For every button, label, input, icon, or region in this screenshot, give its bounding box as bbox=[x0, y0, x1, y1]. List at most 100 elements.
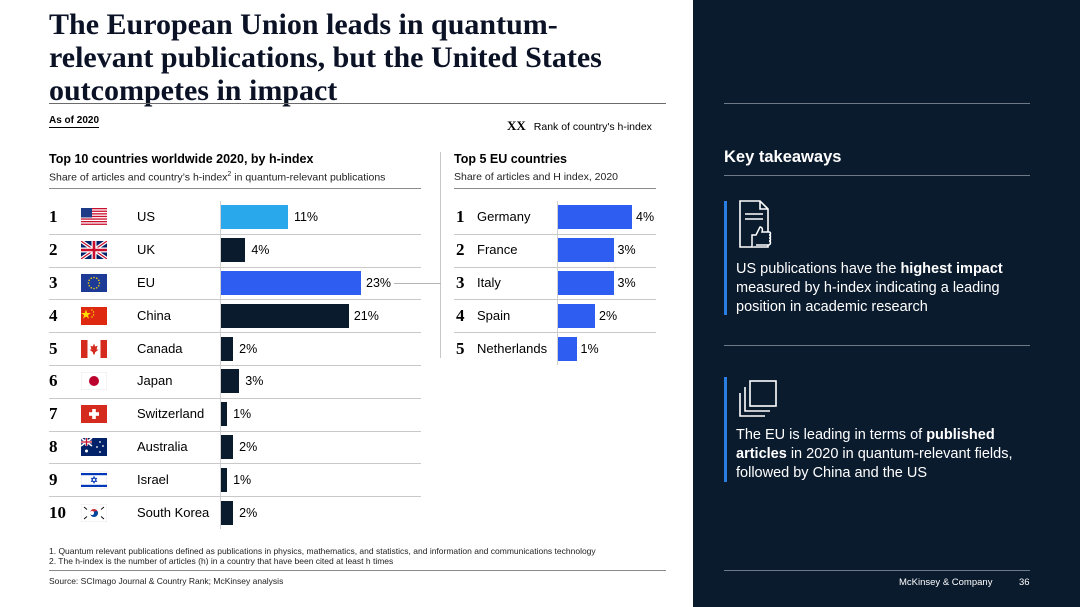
eu-row-divider bbox=[454, 233, 656, 235]
takeaway-2-pre: The EU is leading in terms of bbox=[736, 427, 927, 443]
eu-country-germany: Germany bbox=[477, 209, 531, 225]
rank-japan: 6 bbox=[49, 371, 58, 391]
takeaway-1-pre: US publications have the bbox=[736, 261, 901, 277]
eu-country-france: France bbox=[477, 242, 518, 258]
chart-divider bbox=[440, 152, 441, 358]
eu-rank-netherlands: 5 bbox=[456, 338, 465, 358]
footer-rule bbox=[49, 570, 666, 571]
eu-rank-germany: 1 bbox=[456, 207, 465, 227]
eu-rank-italy: 3 bbox=[456, 273, 465, 292]
rank-key-label: Rank of country's h-index bbox=[533, 121, 652, 133]
rank-eu: 3 bbox=[49, 273, 58, 292]
takeaway-2-accent bbox=[724, 377, 727, 482]
left-desc-footnote-ref: 2 bbox=[227, 171, 232, 178]
country-south-korea: South Korea bbox=[137, 504, 210, 520]
value-label-us: 11% bbox=[293, 210, 319, 225]
row-divider bbox=[49, 266, 421, 268]
footnote-1: 1. Quantum relevant publications defined… bbox=[49, 546, 596, 556]
brand-footer: McKinsey & Company bbox=[899, 577, 993, 588]
row-divider bbox=[49, 299, 421, 301]
value-label-china: 21% bbox=[353, 308, 379, 323]
bar-south-korea bbox=[221, 500, 234, 525]
left-desc-text: Share of articles and country’s h-index bbox=[49, 171, 228, 184]
rank-uk: 2 bbox=[49, 240, 58, 260]
eu-bar-france bbox=[558, 238, 614, 263]
value-label-israel: 1% bbox=[233, 472, 252, 487]
bar-uk bbox=[221, 238, 246, 263]
takeaway-1-accent bbox=[724, 201, 727, 315]
eu-value-label-france: 3% bbox=[617, 243, 636, 258]
bar-canada bbox=[221, 336, 234, 361]
takeaway-2-bold: published articles bbox=[736, 427, 995, 462]
bar-israel bbox=[221, 467, 228, 492]
eu-row-divider bbox=[454, 266, 656, 268]
panel-footer-rule bbox=[724, 570, 1030, 571]
eu-rank-spain: 4 bbox=[456, 305, 465, 325]
bar-china bbox=[221, 303, 349, 328]
eu-bar-spain bbox=[558, 303, 595, 328]
country-us: US bbox=[137, 209, 156, 225]
rank-us: 1 bbox=[49, 207, 58, 227]
rank-switzerland: 7 bbox=[49, 404, 58, 424]
eu-rank-france: 2 bbox=[456, 240, 465, 260]
bar-australia bbox=[221, 435, 234, 459]
flag-israel bbox=[80, 470, 108, 490]
flag-uk bbox=[79, 239, 109, 261]
rank-key-symbol: XX bbox=[507, 118, 526, 133]
key-takeaways-heading: Key takeaways bbox=[724, 148, 842, 166]
footnote-2: 2. The h-index is the number of articles… bbox=[49, 556, 394, 566]
eu-country-netherlands: Netherlands bbox=[477, 340, 548, 356]
country-australia: Australia bbox=[137, 439, 188, 454]
value-label-south-korea: 2% bbox=[239, 505, 258, 520]
country-uk: UK bbox=[137, 242, 156, 258]
flag-us bbox=[81, 208, 107, 227]
row-divider bbox=[49, 397, 421, 399]
eu-value-label-germany: 4% bbox=[636, 210, 655, 225]
takeaway-2-post: in 2020 in quantum-relevant fields, foll… bbox=[736, 446, 1013, 481]
left-chart-title: Top 10 countries worldwide 2020, by h-in… bbox=[49, 152, 314, 166]
stacked-documents-icon bbox=[739, 380, 777, 417]
country-japan: Japan bbox=[137, 373, 173, 389]
rank-canada: 5 bbox=[49, 338, 58, 358]
source-note: Source: SCImago Journal & Country Rank; … bbox=[49, 576, 284, 586]
as-of-label: As of 2020 bbox=[49, 115, 100, 128]
value-label-australia: 2% bbox=[239, 440, 258, 454]
rank-south-korea: 10 bbox=[49, 502, 66, 522]
flag-canada bbox=[81, 339, 107, 358]
flag-australia bbox=[80, 437, 107, 456]
value-label-canada: 2% bbox=[239, 341, 258, 356]
left-desc-text-end: in quantum-relevant publications bbox=[231, 171, 386, 184]
panel-mid-rule bbox=[724, 345, 1030, 346]
value-label-switzerland: 1% bbox=[233, 407, 252, 422]
country-canada: Canada bbox=[137, 340, 183, 356]
right-axis-line bbox=[557, 201, 558, 365]
eu-country-spain: Spain bbox=[477, 307, 511, 323]
panel-heading-rule bbox=[724, 175, 1030, 176]
country-eu: EU bbox=[137, 275, 156, 290]
key-takeaways-panel: Key takeaways US publications have the h… bbox=[693, 0, 1080, 607]
left-header-rule bbox=[49, 188, 421, 189]
eu-value-label-netherlands: 1% bbox=[580, 341, 599, 356]
row-divider bbox=[49, 430, 421, 432]
page-number: 36 bbox=[1019, 577, 1030, 588]
bar-switzerland bbox=[221, 402, 228, 427]
flag-eu bbox=[81, 274, 107, 292]
takeaway-2-text: The EU is leading in terms of published … bbox=[736, 426, 1036, 483]
row-divider bbox=[49, 463, 421, 465]
thumbs-up-document-icon bbox=[739, 200, 772, 248]
right-chart-description: Share of articles and H index, 2020 bbox=[454, 171, 619, 183]
rank-israel: 9 bbox=[49, 469, 58, 489]
row-divider bbox=[49, 332, 421, 334]
value-label-eu: 23% bbox=[366, 276, 392, 290]
country-china: China bbox=[137, 307, 171, 323]
page-title: The European Union leads in quantum-rele… bbox=[49, 8, 602, 107]
title-rule bbox=[49, 103, 666, 104]
eu-bar-germany bbox=[558, 205, 632, 230]
eu-value-label-italy: 3% bbox=[617, 276, 636, 290]
eu-row-divider bbox=[454, 299, 656, 301]
rank-china: 4 bbox=[49, 305, 58, 325]
takeaway-1-text: US publications have the highest impact … bbox=[736, 260, 1036, 317]
country-switzerland: Switzerland bbox=[137, 406, 205, 422]
panel-top-rule bbox=[724, 103, 1030, 104]
flag-south-korea bbox=[80, 503, 108, 522]
